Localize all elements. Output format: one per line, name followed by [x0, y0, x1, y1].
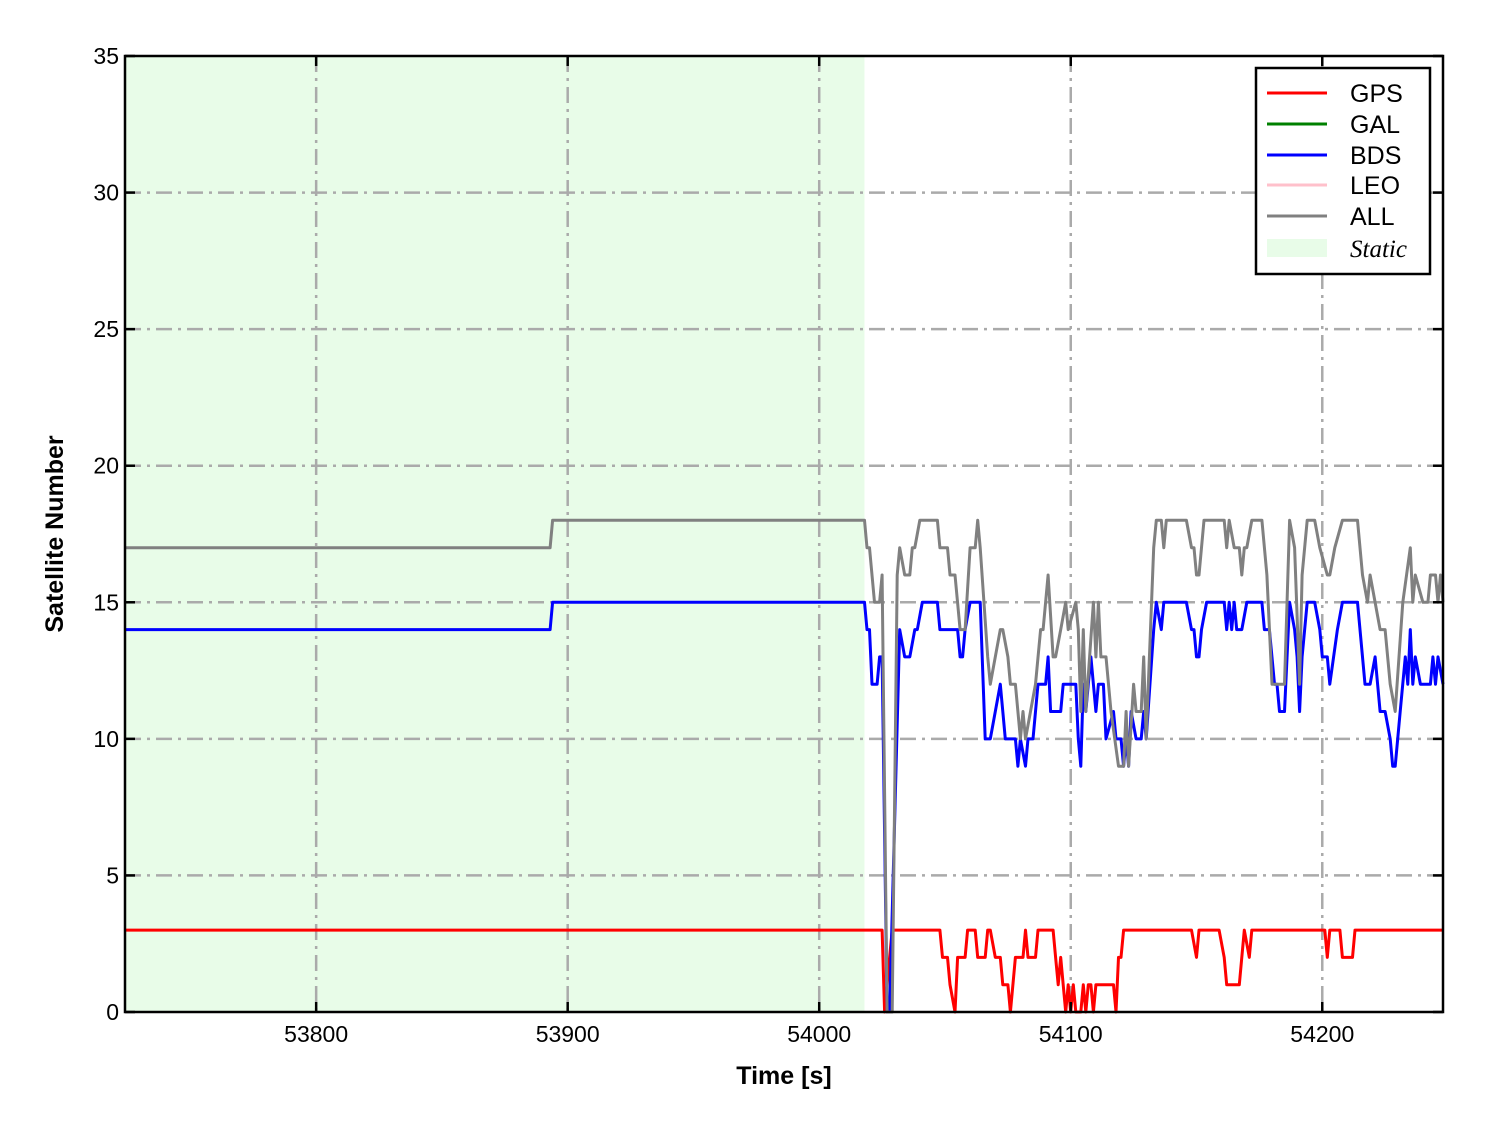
series-line-bds: [125, 600, 1445, 1014]
x-tick-label: 54000: [787, 1021, 851, 1047]
x-tick-label: 54100: [1039, 1021, 1103, 1047]
x-tick-label: 53800: [284, 1021, 348, 1047]
static-region-layer: [125, 56, 865, 1012]
y-tick-label: 10: [93, 726, 119, 752]
legend-label-bds: BDS: [1350, 142, 1401, 170]
legend-label-all: ALL: [1350, 203, 1395, 231]
y-tick-label: 25: [93, 316, 119, 342]
y-tick-label: 20: [93, 453, 119, 479]
legend-swatch-static: [1267, 239, 1327, 257]
x-tick-label: 54200: [1290, 1021, 1354, 1047]
legend-label-leo: LEO: [1350, 172, 1400, 200]
x-tick-label: 53900: [536, 1021, 600, 1047]
y-axis-label: Satellite Number: [41, 435, 69, 633]
legend-label-static: Static: [1350, 236, 1407, 263]
y-tick-label: 30: [93, 180, 119, 206]
ticks-layer: 53800 53900 54000 54100 54200 0 5 10 15 20 25 30 35: [93, 43, 1443, 1047]
y-tick-label: 35: [93, 43, 119, 69]
y-tick-label: 15: [93, 589, 119, 615]
static-region: [125, 56, 865, 1012]
plot-frame: [123, 54, 1445, 1014]
x-axis-label: Time [s]: [736, 1062, 831, 1090]
series-line-all: [125, 518, 1445, 1014]
legend-label-gps: GPS: [1350, 80, 1403, 108]
legend-label-gal: GAL: [1350, 111, 1400, 139]
y-tick-label: 0: [106, 999, 119, 1025]
y-tick-label: 5: [106, 862, 119, 888]
